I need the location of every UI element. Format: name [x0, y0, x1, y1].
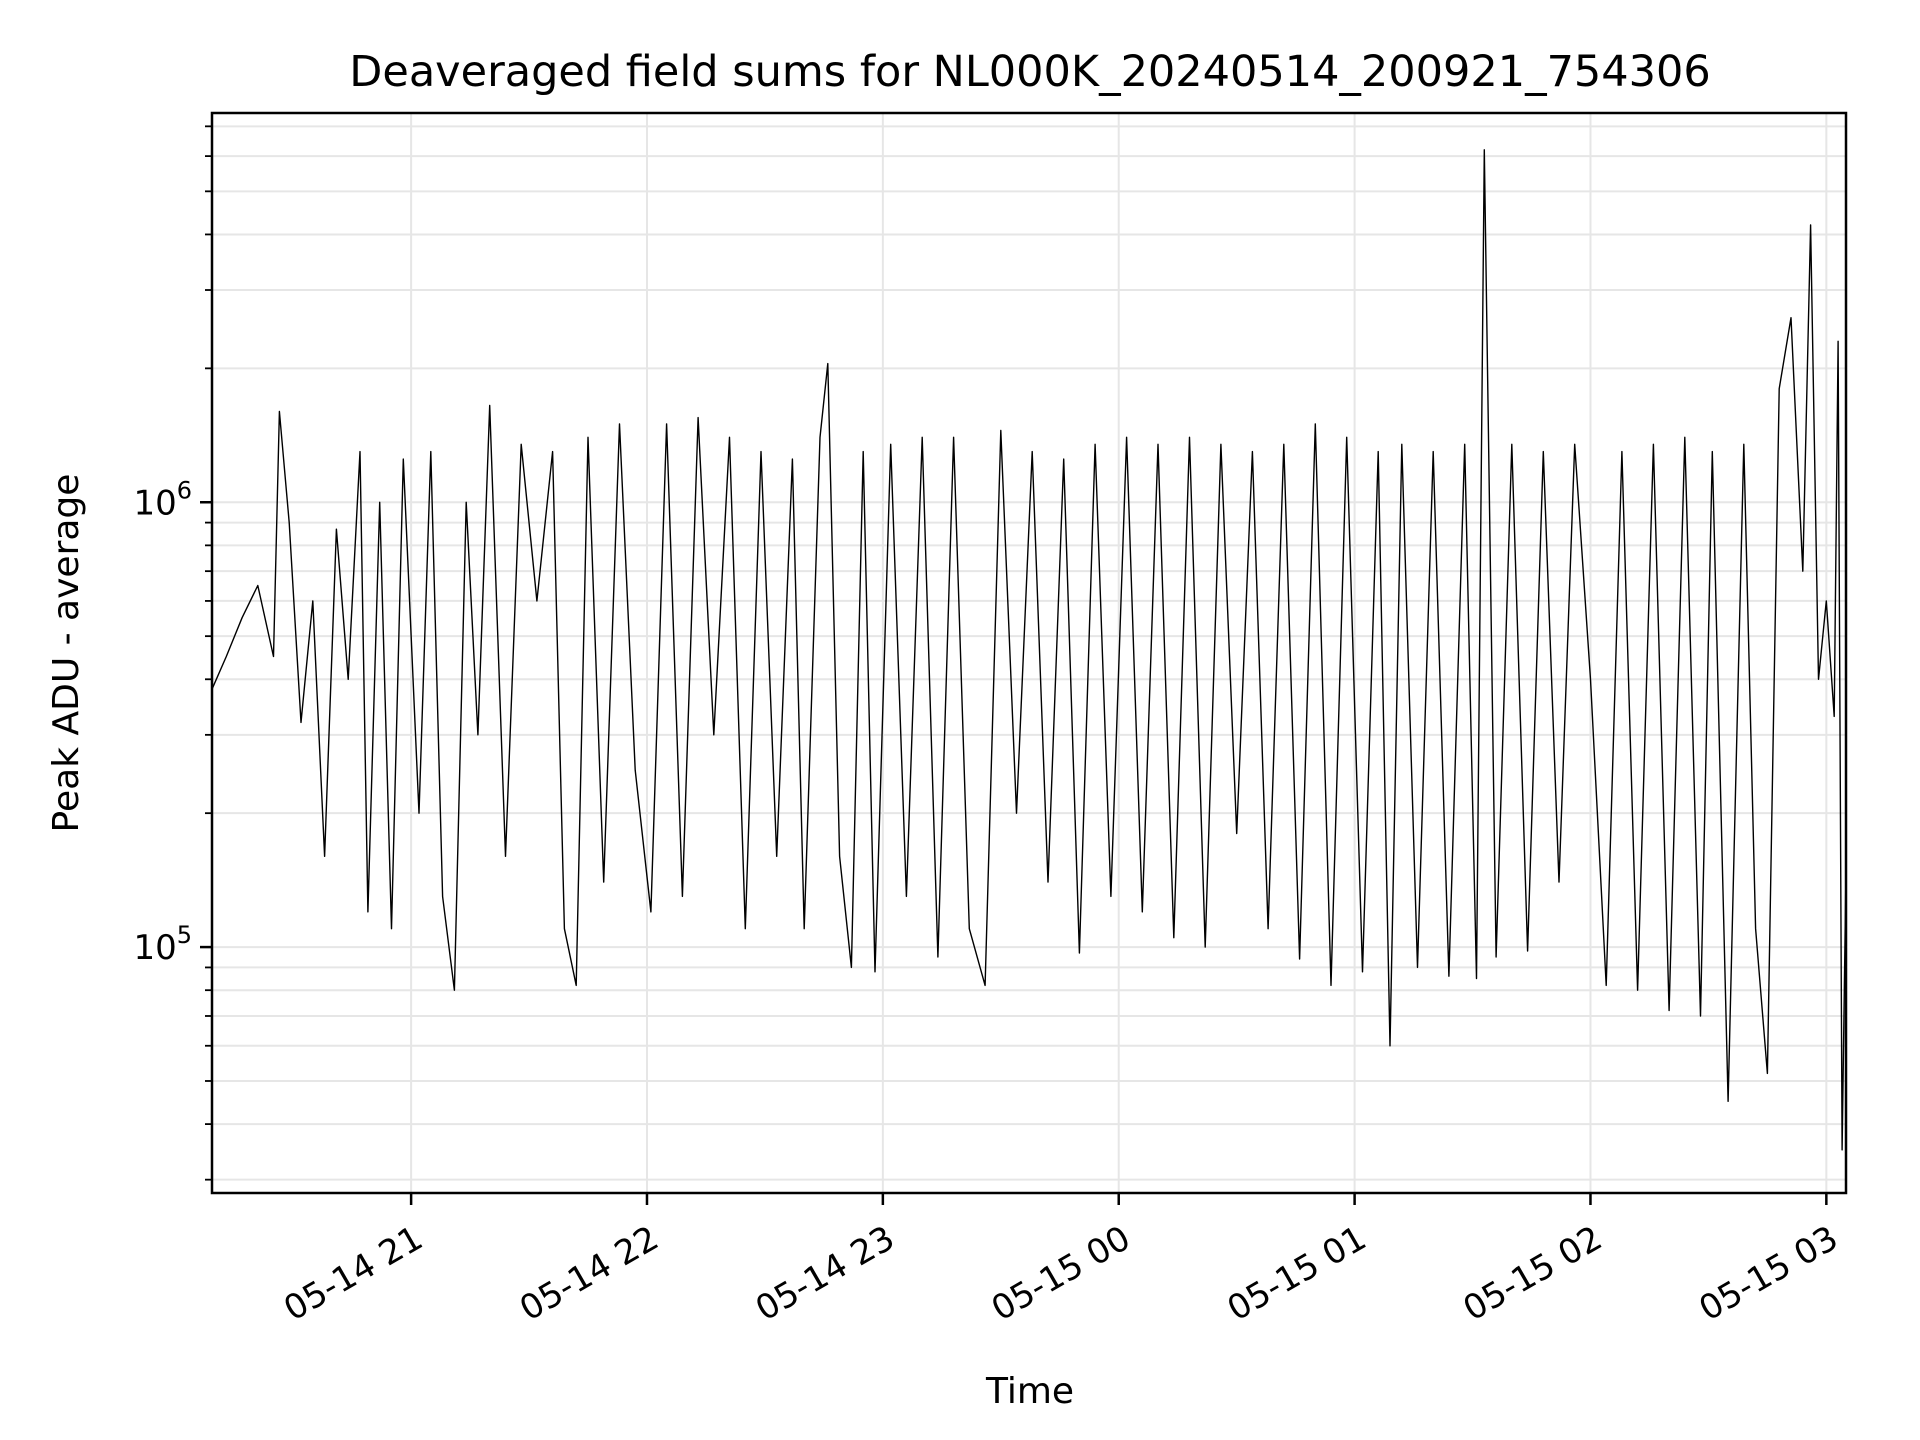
x-tick-label: 05-15 01 — [1221, 1218, 1373, 1329]
grid — [212, 113, 1846, 1193]
x-tick-label: 05-15 03 — [1692, 1218, 1844, 1329]
x-tick-label: 05-15 00 — [985, 1218, 1137, 1329]
x-tick-label: 05-15 02 — [1457, 1218, 1609, 1329]
chart-title: Deaveraged field sums for NL000K_2024051… — [349, 47, 1710, 97]
x-tick-label: 05-14 22 — [513, 1218, 665, 1329]
x-tick-label: 05-14 21 — [277, 1218, 429, 1329]
x-axis: 05-14 21 05-14 22 05-14 23 05-15 00 05-15 01… — [277, 1193, 1845, 1329]
x-tick-label: 05-14 23 — [749, 1218, 901, 1329]
series-line — [211, 149, 1847, 1151]
x-axis-label: Time — [985, 1371, 1074, 1412]
y-tick-label: 106 — [133, 476, 192, 523]
y-axis: 105 106 — [133, 125, 212, 1181]
plot-frame — [210, 111, 1848, 1195]
y-axis-label: Peak ADU - average — [46, 474, 87, 833]
y-tick-label: 105 — [133, 921, 192, 968]
